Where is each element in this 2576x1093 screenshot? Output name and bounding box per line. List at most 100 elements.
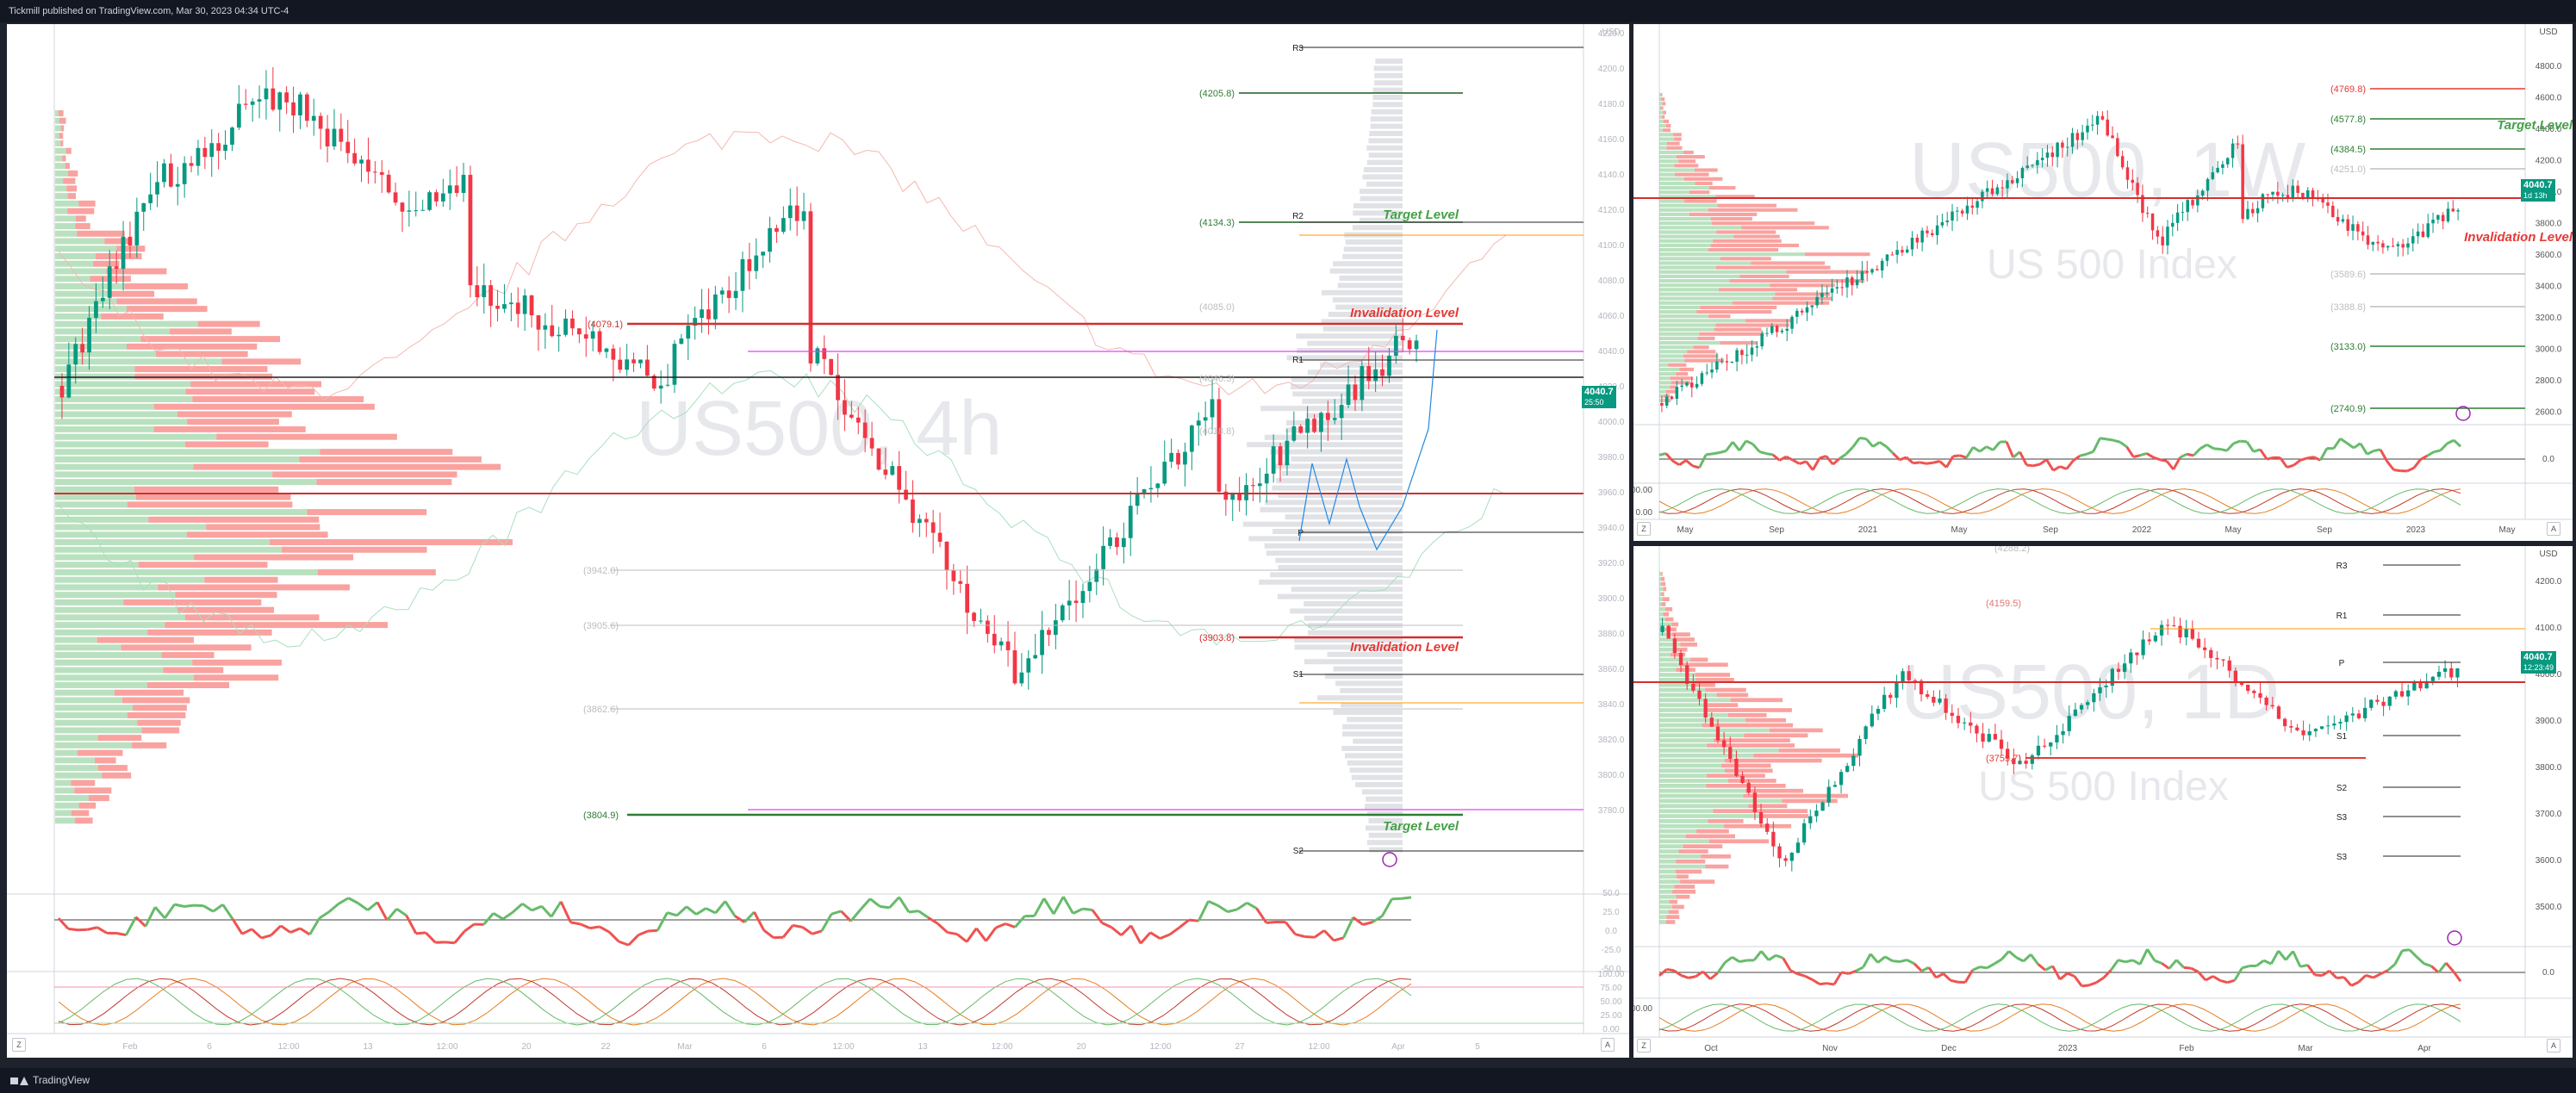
rt-volume-profile-down [1662,128,1671,133]
left-session-volume-bar [1353,203,1403,208]
rt-time-axis-label: 2021 [1858,525,1878,535]
left-candle [1115,537,1119,548]
rb-price-axis-label: 3800.0 [2536,763,2562,773]
rt-candle [2091,124,2094,126]
rb-oscillator-segment [2029,953,2039,966]
left-oscillator-segment [965,927,978,943]
left-oscillator-segment [599,925,610,934]
rb-oscillator-segment [2299,963,2308,968]
left-volume-profile-down [134,486,279,493]
rb-oscillator-segment [1731,956,1740,963]
right-top-chart-panel[interactable]: US500, 1W US 500 Index USD 4800.0 4600.0 4400… [1633,24,2573,541]
left-oscillator-segment [936,922,949,934]
rb-oscillator-segment [2073,975,2083,987]
rt-oscillator-segment [1698,454,1708,469]
left-watermark-symbol: US500, 4h [636,386,1002,472]
rt-oscillator-segment [2059,465,2068,470]
rt-candle [2015,177,2019,183]
left-time-axis-label: 13 [363,1042,373,1052]
left-candle [1305,419,1310,433]
left-candle [1271,446,1276,474]
left-candle [625,359,630,370]
left-volume-profile-up [55,606,177,613]
rb-volume-profile-up [1659,587,1664,592]
rb-volume-profile-up [1659,698,1731,703]
left-volume-profile-down [78,749,123,756]
rb-candle [2196,638,2201,648]
left-lower-band [58,370,1507,648]
rt-volume-profile-down [1679,367,1695,371]
left-candle [202,147,208,158]
rb-volume-profile-down [1725,768,1773,773]
rt-oscillator-segment [1671,459,1681,467]
left-candle [1216,399,1222,492]
rt-candle [2120,156,2125,168]
rb-oscillator-segment [1963,969,1974,984]
left-candle [59,386,65,398]
rb-candle [2141,639,2145,655]
left-session-volume-bar [1285,420,1403,425]
rb-oscillator-segment [2365,973,2374,979]
left-chart-panel[interactable]: US500, 4h 4220.0 4200.0 4180.0 4160.0 4140.0 4… [7,24,1629,1058]
left-volume-profile-up [55,358,222,365]
rb-volume-profile-up [1659,728,1770,733]
rb-candle [2190,629,2194,639]
rt-oscillator-segment [2359,442,2368,456]
left-session-volume-bar [1339,276,1403,281]
left-session-volume-bar [1270,449,1403,455]
left-volume-profile-down [58,110,64,116]
left-volume-profile-up [55,283,125,289]
rt-oscillator-segment [1885,445,1895,455]
rb-candle [2270,705,2274,707]
left-volume-profile-up [55,403,155,410]
left-candle [644,359,650,376]
rt-candle [2456,210,2460,212]
left-price-axis-label: 4180.0 [1598,100,1625,109]
right-bottom-chart-panel[interactable]: US500, 1D US 500 Index USD 4200.0 4100.0 4000… [1633,546,2573,1058]
left-label-3804: (3804.9) [583,810,619,821]
rb-zoom-button[interactable]: Z [1637,1039,1651,1053]
rt-volume-profile-up [1659,234,1734,239]
left-session-volume-bar [1294,637,1403,643]
left-volume-profile-down [65,163,70,170]
rt-time-axis-label: 2023 [2406,525,2426,535]
left-volume-profile-up [55,155,63,162]
rt-oscillator-segment [1938,460,1948,469]
left-candle [257,99,262,102]
publish-line: Tickmill published on TradingView.com, M… [9,6,289,16]
left-volume-profile-down [59,133,64,140]
left-stochastic-line [58,978,1412,1026]
rt-candle [2125,167,2130,180]
left-session-volume-bar [1370,116,1403,122]
rt-volume-profile-up [1659,93,1661,97]
rb-candle [1981,733,1985,742]
left-label-r1: R1 [1292,356,1304,365]
left-chart-canvas[interactable]: US500, 4h4220.04200.04180.04160.04140.04… [7,24,1629,1058]
rb-volume-profile-down [1674,885,1696,889]
left-oscillator-segment [347,897,359,904]
left-volume-profile-down [141,727,180,734]
rt-volume-profile-up [1659,314,1709,319]
left-volume-profile-down [186,531,328,538]
left-auto-scale-button[interactable]: A [1601,1038,1615,1052]
rt-price-badge-time: 1d 13h [2523,191,2548,200]
left-time-axis-label: 6 [762,1042,767,1052]
left-label-4085: (4085.0) [1199,302,1235,313]
rt-auto-scale-button[interactable]: A [2547,522,2560,536]
rt-oscillator-segment [2393,469,2401,473]
tradingview-brand[interactable]: TradingView [10,1068,90,1093]
rt-zoom-button[interactable]: Z [1637,522,1651,536]
rb-auto-scale-button[interactable]: A [2547,1039,2560,1053]
left-candle [1196,420,1201,426]
left-price-axis-label: 4000.0 [1598,418,1625,427]
left-zoom-button[interactable]: Z [12,1038,26,1052]
left-candle [1380,369,1384,376]
rt-time-axis-label: Sep [1769,525,1784,535]
rt-oscillator-segment [1719,450,1727,454]
rt-volume-profile-up [1659,226,1742,230]
left-volume-profile-up [55,614,185,621]
rt-candle [1945,220,1949,222]
rb-candle [1765,823,1770,832]
